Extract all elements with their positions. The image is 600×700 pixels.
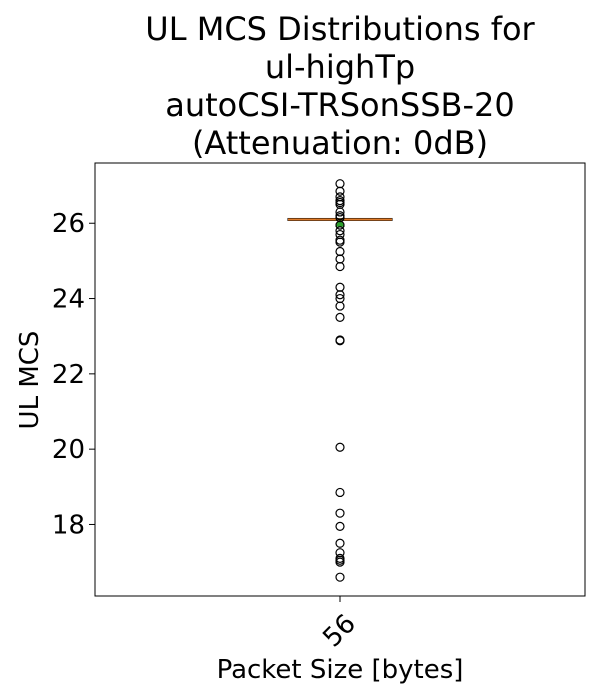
outlier-point bbox=[335, 207, 345, 217]
x-axis-ticks: 56 bbox=[317, 596, 362, 653]
outlier-point bbox=[335, 220, 345, 230]
outlier-point bbox=[335, 521, 345, 531]
outlier-point bbox=[335, 487, 345, 498]
y-tick-label: 20 bbox=[52, 435, 85, 465]
y-tick-label: 26 bbox=[52, 209, 85, 239]
chart-title-line: UL MCS Distributions for bbox=[145, 10, 535, 48]
outlier-point bbox=[335, 290, 345, 300]
outlier-point bbox=[335, 336, 345, 346]
outlier-point bbox=[335, 237, 345, 247]
plot-area bbox=[94, 162, 586, 597]
outlier-point bbox=[335, 301, 345, 311]
outlier-point bbox=[335, 572, 345, 582]
chart-title-line: ul-highTp bbox=[264, 48, 416, 86]
outlier-point bbox=[335, 442, 345, 452]
y-tick-label: 22 bbox=[52, 360, 85, 390]
outlier-point bbox=[335, 538, 345, 548]
chart-title: UL MCS Distributions for ul-highTp autoC… bbox=[95, 10, 585, 162]
outlier-points bbox=[335, 179, 345, 582]
outlier-point bbox=[335, 226, 345, 236]
outlier-point bbox=[335, 508, 345, 518]
outlier-point bbox=[335, 312, 345, 322]
chart-title-line: (Attenuation: 0dB) bbox=[191, 124, 489, 162]
x-tick-label: 56 bbox=[317, 609, 362, 654]
x-axis-label: Packet Size [bytes] bbox=[217, 655, 464, 685]
outlier-point bbox=[335, 261, 345, 272]
y-tick-label: 18 bbox=[52, 510, 85, 540]
chart-title-line: autoCSI-TRSonSSB-20 bbox=[165, 86, 515, 124]
y-axis-ticks: 18 20 22 24 26 bbox=[52, 209, 95, 540]
y-tick-label: 24 bbox=[52, 285, 85, 315]
y-axis-label: UL MCS bbox=[15, 331, 45, 430]
outlier-point bbox=[335, 557, 345, 567]
outlier-point bbox=[335, 186, 345, 196]
